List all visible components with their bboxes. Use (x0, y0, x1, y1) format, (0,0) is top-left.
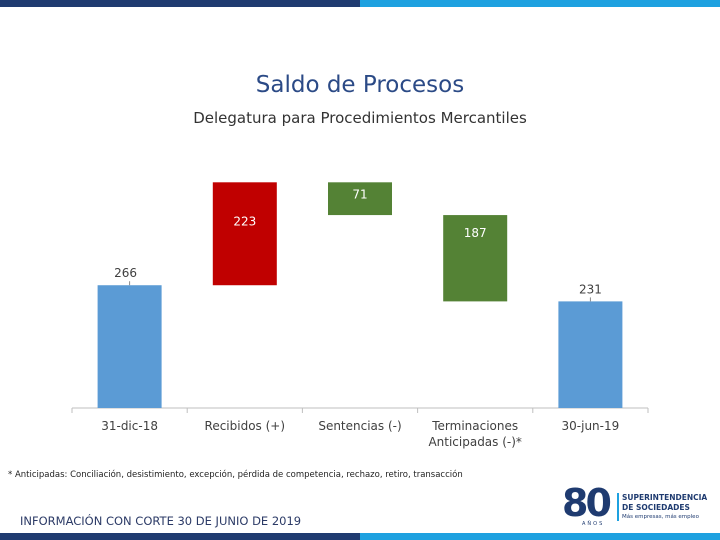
logo-line2: DE SOCIEDADES (622, 503, 690, 512)
cutoff-note: INFORMACIÓN CON CORTE 30 DE JUNIO DE 201… (20, 514, 302, 528)
bar-2 (212, 182, 277, 286)
category-label: Sentencias (-) (318, 419, 401, 433)
logo-number: 80 (562, 481, 612, 525)
top-accent-bar-light (360, 0, 720, 7)
superintendencia-logo: 80 AÑOS SUPERINTENDENCIA DE SOCIEDADES M… (560, 481, 710, 527)
bottom-accent-bar-light (360, 533, 720, 540)
data-label: 223 (233, 214, 256, 228)
data-label: 71 (352, 188, 367, 202)
category-label: Anticipadas (-)* (428, 435, 522, 449)
bar-4 (443, 215, 508, 302)
data-label: 187 (464, 226, 487, 240)
logo-line1: SUPERINTENDENCIA (622, 493, 708, 502)
chart-title: Saldo de Procesos (255, 72, 465, 98)
chart-subtitle: Delegatura para Procedimientos Mercantil… (193, 109, 527, 127)
data-label: 266 (114, 266, 137, 280)
category-label: Terminaciones (431, 419, 518, 433)
logo-years: AÑOS (582, 521, 605, 527)
logo-divider (617, 493, 619, 521)
bar-3 (328, 182, 392, 216)
bar-5 (558, 301, 623, 408)
data-label: 231 (579, 282, 602, 296)
footnote: * Anticipadas: Conciliación, desistimien… (8, 470, 463, 480)
bar-1 (97, 285, 162, 408)
top-accent-bar-dark (0, 0, 360, 7)
logo-line3: Más empresas, más empleo (622, 514, 699, 520)
category-label: 30-jun-19 (562, 419, 620, 433)
category-label: Recibidos (+) (205, 419, 286, 433)
waterfall-chart: 266 31-dic-18 223 Recibidos (+) 71 Sentencias… (71, 182, 649, 449)
bottom-accent-bar-dark (0, 533, 360, 540)
category-label: 31-dic-18 (101, 419, 158, 433)
